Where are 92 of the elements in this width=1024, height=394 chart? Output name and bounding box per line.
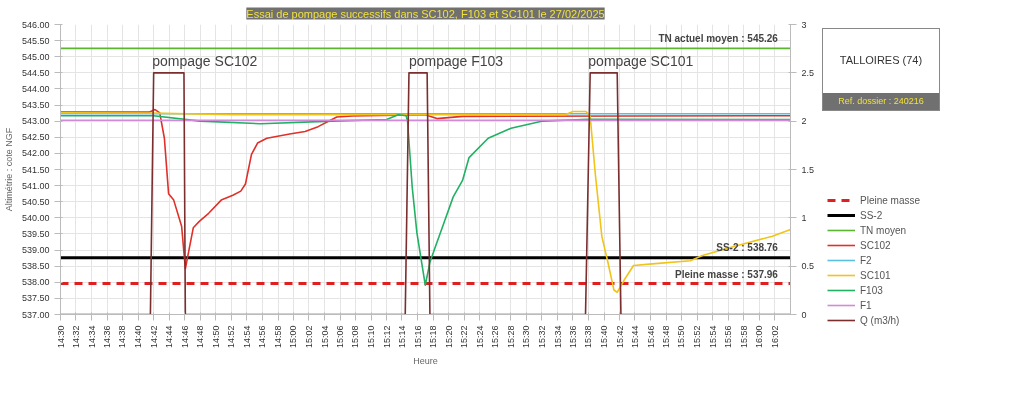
y-tick-label: 544.00 xyxy=(21,83,50,94)
y2-tick-label: 0 xyxy=(801,309,807,320)
x-tick-label: 15:46 xyxy=(645,325,656,349)
x-tick-label: 15:14 xyxy=(396,325,407,349)
x-tick-label: 14:42 xyxy=(148,325,159,349)
x-tick-label: 15:02 xyxy=(303,325,314,349)
x-tick-label: 16:00 xyxy=(754,325,765,349)
y-tick-label: 537.50 xyxy=(21,293,50,304)
y2-tick-label: 1.5 xyxy=(801,164,815,175)
x-tick-label: 14:54 xyxy=(241,325,252,349)
y-tick-label: 542.50 xyxy=(21,132,50,143)
x-tick-label: 14:36 xyxy=(102,325,113,349)
y-tick-label: 541.50 xyxy=(21,164,50,175)
x-tick-label: 14:46 xyxy=(179,325,190,349)
annotation: pompage SC101 xyxy=(588,52,694,69)
x-tick-label: 15:16 xyxy=(412,325,423,349)
x-tick-label: 15:38 xyxy=(583,325,594,349)
x-tick-label: 15:18 xyxy=(428,325,439,349)
x-tick-label: 15:30 xyxy=(521,325,532,349)
text: Ref. dossier : 240216 xyxy=(823,92,939,110)
x-tick-label: 14:32 xyxy=(70,325,81,349)
x-tick-label: 14:30 xyxy=(55,325,66,349)
x-tick-label: 14:56 xyxy=(257,325,268,349)
text: TALLOIRES (74) xyxy=(838,53,924,68)
y2-tick-label: 2.5 xyxy=(801,67,815,78)
legend-label: TN moyen xyxy=(860,223,907,237)
y-tick-label: 542.00 xyxy=(21,148,50,159)
x-tick-label: 16:02 xyxy=(769,325,780,349)
legend-label: SC102 xyxy=(860,238,891,252)
x-tick-label: 14:44 xyxy=(164,325,175,349)
x-tick-label: 15:54 xyxy=(707,325,718,349)
x-tick-label: 15:58 xyxy=(738,325,749,349)
annotation: TN actuel moyen : 545.26 xyxy=(658,32,779,44)
y-tick-label: 544.50 xyxy=(21,67,50,78)
legend-label: F1 xyxy=(860,298,873,312)
x-tick-label: 15:48 xyxy=(661,325,672,349)
y-tick-label: 546.00 xyxy=(21,19,50,30)
annotation: Pleine masse : 537.96 xyxy=(675,269,779,281)
legend-label: F103 xyxy=(860,283,883,297)
x-tick-label: 14:40 xyxy=(133,325,144,349)
x-tick-label: 14:50 xyxy=(210,325,221,349)
y-tick-label: 539.00 xyxy=(21,245,50,256)
chart-title: Essai de pompage successifs dans SC102, F103 et SC101 le 27/02/2025 xyxy=(246,7,605,20)
x-tick-label: 15:40 xyxy=(599,325,610,349)
legend-label: SC101 xyxy=(860,268,891,282)
x-tick-label: 14:38 xyxy=(117,325,128,349)
x-tick-label: 15:10 xyxy=(366,325,377,349)
y-tick-label: 540.50 xyxy=(21,196,50,207)
x-tick-label: 14:34 xyxy=(86,325,97,349)
y-tick-label: 537.00 xyxy=(21,309,50,320)
x-tick-label: 15:28 xyxy=(505,325,516,349)
x-tick-label: 15:00 xyxy=(288,325,299,349)
x-tick-label: 15:12 xyxy=(381,325,392,349)
y-tick-label: 545.00 xyxy=(21,51,50,62)
y2-tick-label: 2 xyxy=(801,116,807,127)
x-tick-label: 15:34 xyxy=(552,325,563,349)
y-axis-title: Altimétrie : cote NGF xyxy=(3,127,14,212)
y-tick-label: 539.50 xyxy=(21,228,50,239)
x-tick-label: 14:58 xyxy=(273,325,284,349)
x-tick-label: 15:52 xyxy=(692,325,703,349)
x-tick-label: 15:32 xyxy=(536,325,547,349)
x-tick-label: 15:22 xyxy=(459,325,470,349)
x-tick-label: 14:48 xyxy=(195,325,206,349)
annotation: pompage F103 xyxy=(408,52,504,69)
y-tick-label: 541.00 xyxy=(21,180,50,191)
y-tick-label: 545.50 xyxy=(21,35,50,46)
x-tick-label: 15:50 xyxy=(676,325,687,349)
annotation: pompage SC102 xyxy=(152,52,258,69)
y2-tick-label: 1 xyxy=(801,212,807,223)
y2-tick-label: 0.5 xyxy=(801,261,815,272)
x-tick-label: 15:42 xyxy=(614,325,625,349)
y2-tick-label: 3 xyxy=(801,19,807,30)
x-tick-label: 15:08 xyxy=(350,325,361,349)
y-tick-label: 543.50 xyxy=(21,100,50,111)
x-tick-label: 15:20 xyxy=(443,325,454,349)
x-tick-label: 15:26 xyxy=(490,325,501,349)
y-tick-label: 538.00 xyxy=(21,277,50,288)
x-tick-label: 15:06 xyxy=(335,325,346,349)
legend-label: Q (m3/h) xyxy=(860,313,900,327)
y-tick-label: 538.50 xyxy=(21,261,50,272)
legend-label: Pleine masse xyxy=(860,193,921,207)
x-axis-title: Heure xyxy=(413,356,438,367)
x-tick-label: 15:24 xyxy=(474,325,485,349)
x-tick-label: 15:04 xyxy=(319,325,330,349)
x-tick-label: 15:56 xyxy=(723,325,734,349)
legend-label: F2 xyxy=(860,253,873,267)
x-tick-label: 15:44 xyxy=(629,325,640,349)
x-tick-label: 15:36 xyxy=(567,325,578,349)
y-tick-label: 543.00 xyxy=(21,116,50,127)
x-tick-label: 14:52 xyxy=(226,325,237,349)
legend-label: SS-2 xyxy=(860,208,883,222)
y-tick-label: 540.00 xyxy=(21,212,50,223)
